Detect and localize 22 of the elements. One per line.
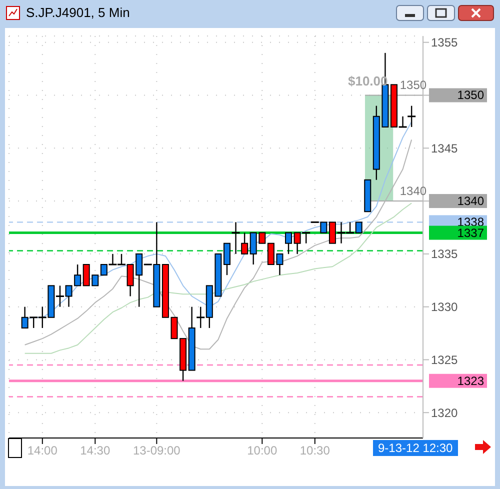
x-tick-label: 14:30	[80, 444, 110, 458]
y-tick-label: 1335	[431, 247, 458, 262]
x-tick-label: 13-09:00	[132, 444, 181, 458]
chart-title: S.JP.J4901, 5 Min	[26, 5, 130, 20]
annotation: 1340	[400, 184, 427, 198]
text: 9-13-12 12:30	[373, 440, 458, 456]
candlestick	[285, 232, 292, 255]
annotation: 1350	[400, 78, 427, 92]
y-tick-label: 1330	[431, 300, 458, 314]
x-tick-label: 14:00	[27, 444, 58, 458]
ref-line-label: 1323	[457, 374, 484, 388]
ref-line-label: 1350	[457, 88, 484, 102]
ref-line-label: 1340	[457, 194, 484, 208]
candlestick	[223, 242, 230, 276]
y-tick-label: 1345	[431, 141, 458, 156]
x-tick-label: 10:30	[300, 444, 330, 458]
y-tick-label: 1325	[431, 352, 458, 367]
line-series	[24, 202, 412, 354]
candlestick	[241, 232, 248, 255]
x-tick-label: 10:00	[247, 444, 278, 458]
y-tick-label: 1355	[431, 36, 458, 50]
y-tick-label: 1320	[431, 406, 458, 420]
